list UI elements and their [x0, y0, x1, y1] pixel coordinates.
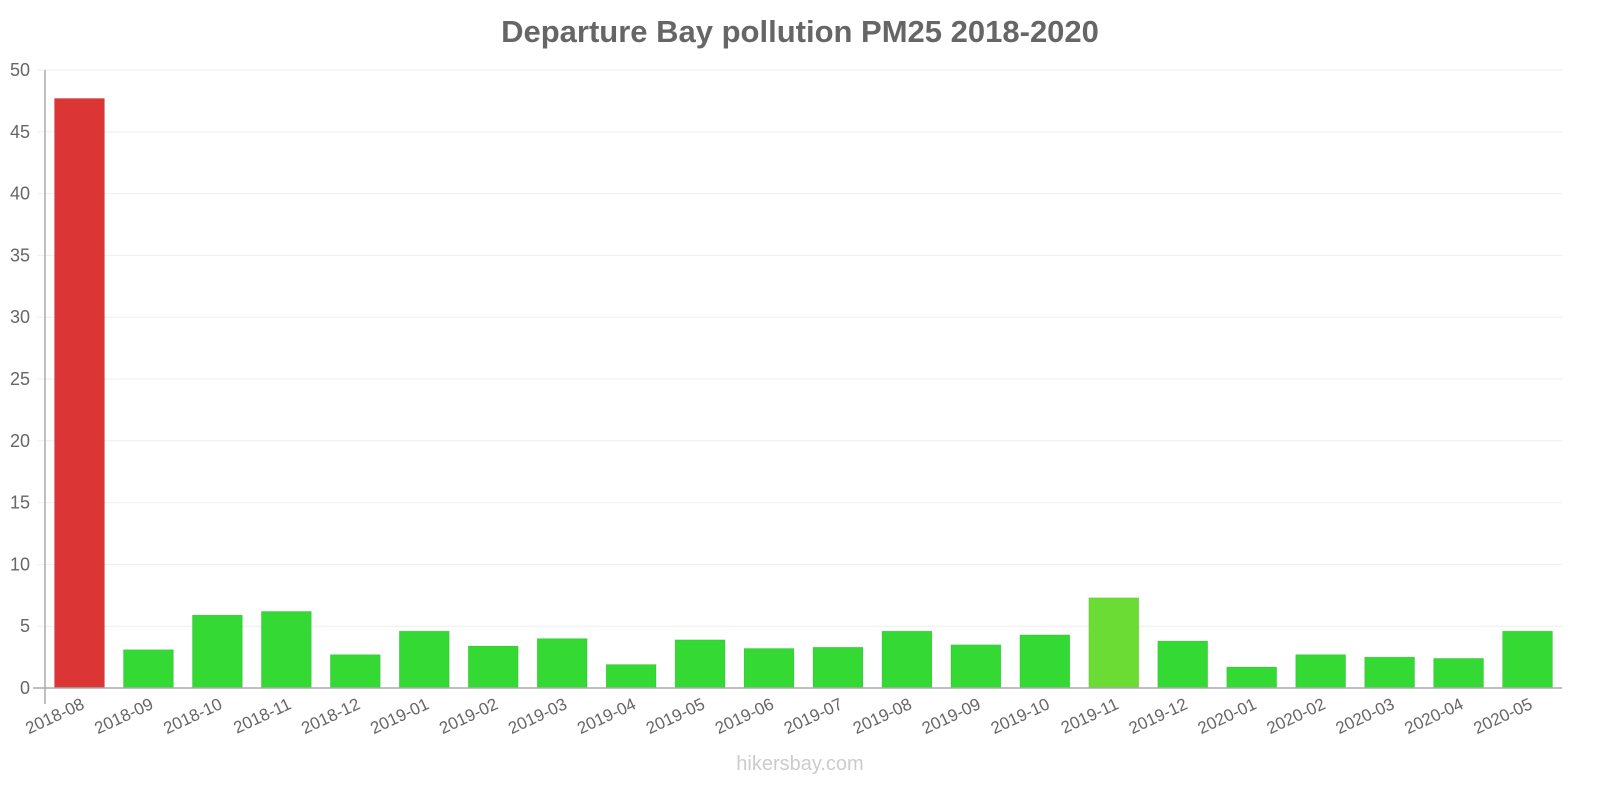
- y-tick-label: 10: [10, 554, 30, 574]
- y-axis-ticks: 0 5 10 15 20 25 30 35 40 45 50: [10, 60, 30, 698]
- bar: [53, 97, 105, 689]
- bar: [605, 664, 657, 689]
- x-axis-ticks: 2018-08 2018-09 2018-10 2018-11 2018-12 2019-…: [23, 694, 1536, 738]
- x-tick-label: 2018-08: [23, 694, 88, 738]
- x-tick-label: 2019-02: [436, 694, 501, 738]
- x-tick-label: 2019-11: [1058, 694, 1121, 737]
- bar: [122, 649, 174, 689]
- y-tick-label: 35: [10, 245, 30, 265]
- x-tick-label: 2019-07: [781, 694, 846, 738]
- x-tick-label: 2018-11: [231, 694, 294, 737]
- x-tick-label: 2020-02: [1264, 694, 1329, 738]
- y-tick-label: 20: [10, 431, 30, 451]
- x-tick-label: 2019-09: [919, 694, 984, 738]
- x-tick-label: 2018-10: [161, 694, 226, 738]
- bar: [260, 610, 312, 689]
- axes: [33, 70, 1562, 704]
- bar: [1295, 654, 1347, 689]
- y-tick-label: 45: [10, 122, 30, 142]
- watermark: hikersbay.com: [736, 753, 864, 775]
- bar: [743, 647, 795, 689]
- bar: [1019, 634, 1071, 689]
- x-tick-label: 2019-03: [505, 694, 570, 738]
- bar: [1433, 657, 1485, 689]
- x-tick-label: 2020-03: [1333, 694, 1398, 738]
- x-tick-label: 2019-08: [850, 694, 915, 738]
- chart-title: Departure Bay pollution PM25 2018-2020: [501, 14, 1099, 49]
- bar: [329, 654, 381, 689]
- x-tick-label: 2019-12: [1126, 694, 1191, 738]
- x-tick-label: 2018-12: [298, 694, 363, 738]
- x-tick-label: 2020-01: [1195, 694, 1260, 738]
- x-tick-label: 2020-04: [1402, 694, 1467, 738]
- x-tick-label: 2018-09: [92, 694, 157, 738]
- x-tick-label: 2019-05: [643, 694, 708, 738]
- bar: [1502, 630, 1554, 689]
- y-tick-label: 50: [10, 60, 30, 80]
- bar: [1364, 656, 1416, 689]
- bar: [191, 614, 243, 689]
- bar: [674, 639, 726, 689]
- x-tick-label: 2020-05: [1471, 694, 1536, 738]
- y-tick-label: 0: [20, 678, 30, 698]
- x-tick-label: 2019-06: [712, 694, 777, 738]
- y-tick-label: 30: [10, 307, 30, 327]
- x-tick-label: 2019-10: [988, 694, 1053, 738]
- bars: [53, 97, 1554, 689]
- bar: [1157, 640, 1209, 689]
- y-tick-label: 15: [10, 493, 30, 513]
- bar: [398, 630, 450, 689]
- bar: [1226, 666, 1278, 689]
- bar: [536, 638, 588, 689]
- x-tick-label: 2019-04: [574, 694, 639, 738]
- bar: [467, 645, 519, 689]
- bar: [950, 644, 1002, 689]
- y-tick-label: 40: [10, 184, 30, 204]
- y-tick-label: 25: [10, 369, 30, 389]
- bar: [881, 630, 933, 689]
- y-tick-label: 5: [20, 616, 30, 636]
- bar: [1088, 597, 1140, 689]
- bar: [812, 646, 864, 689]
- gridlines: [37, 69, 1562, 689]
- x-tick-label: 2019-01: [367, 694, 432, 738]
